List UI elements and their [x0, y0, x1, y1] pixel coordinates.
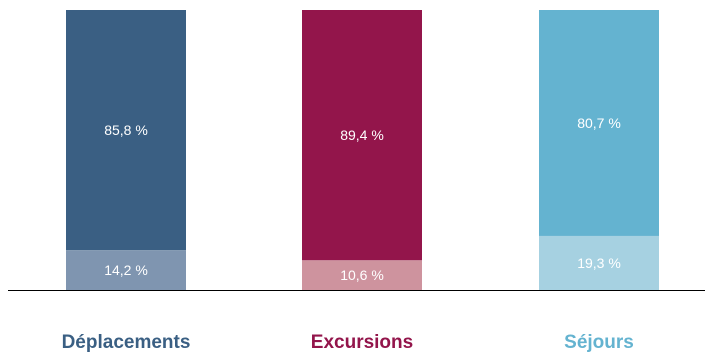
data-label-bottom-1: 14,2 %	[104, 262, 148, 278]
bar-segment-top-1	[66, 10, 186, 251]
bar-segment-bottom-2	[302, 260, 422, 290]
category-label-3: Séjours	[564, 332, 634, 353]
bar-segment-top-2	[302, 10, 422, 261]
bar-segment-bottom-1	[66, 250, 186, 290]
data-label-top-2: 89,4 %	[340, 127, 384, 143]
data-label-bottom-2: 10,6 %	[340, 267, 384, 283]
data-label-top-1: 85,8 %	[104, 122, 148, 138]
category-label-1: Déplacements	[62, 332, 191, 353]
bar-segment-top-3	[539, 10, 659, 236]
data-label-top-3: 80,7 %	[577, 115, 621, 131]
data-label-bottom-3: 19,3 %	[577, 255, 621, 271]
category-label-2: Excursions	[311, 332, 413, 353]
bar-segment-bottom-3	[539, 235, 659, 290]
